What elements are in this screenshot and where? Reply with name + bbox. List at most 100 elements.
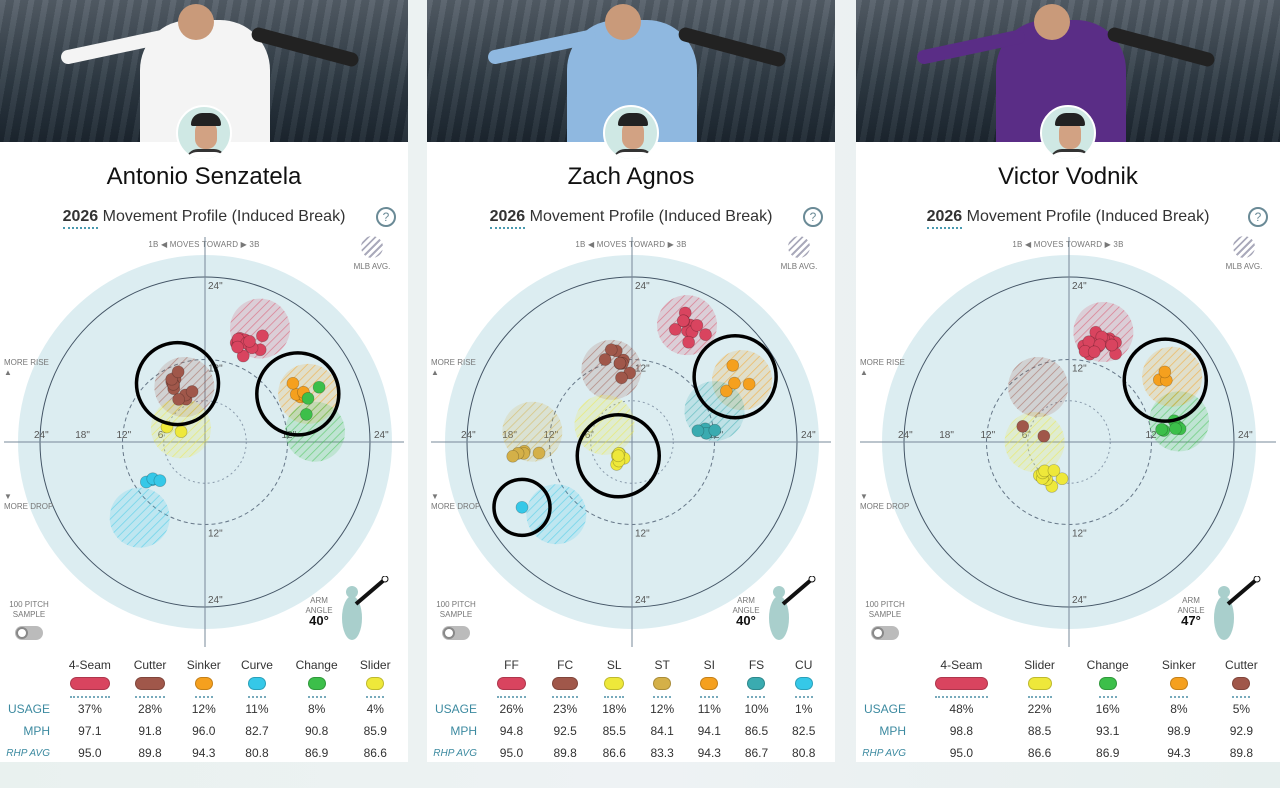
tick-top-24: 24" [1072,281,1087,292]
avatar-shirt [186,149,226,159]
pitch-dot-SL [1055,472,1069,486]
usage-underline [1098,676,1117,698]
title-year[interactable]: 2026 [62,208,99,229]
usage-value: 10% [744,702,769,716]
head [178,4,214,40]
usage-value: 16% [1095,702,1120,716]
title-text: Movement Profile (Induced Break) [98,208,346,225]
corner [4,676,56,698]
arm-angle-label: ARM ANGLE [305,596,333,615]
sample-toggle[interactable] [15,626,43,640]
mph-value: 85.9 [363,724,387,738]
usage-value: 26% [499,702,524,716]
drop-arrow-icon: ▼ [4,492,12,501]
pitch-dot-ST [532,446,546,460]
pitch-dot-FC [172,393,185,406]
rhp_avg-value: 94.3 [192,746,216,760]
mph-value: 86.5 [744,724,769,738]
tick-top-12: 12" [635,364,650,375]
more-rise-text: MORE RISE [860,358,905,367]
mph-value: 82.5 [792,724,816,738]
pitch-name: SI [703,658,715,672]
hatch-icon [788,236,810,258]
pitch-color-CU [247,676,266,690]
usage-underline [653,676,672,698]
corner [860,676,912,698]
rhp_avg-value: 83.3 [650,746,674,760]
avatar-cap [618,113,648,126]
rhp_avg-value: 86.9 [304,746,329,760]
mlb-avg-label: MLB AVG. [1225,262,1263,271]
corner [4,654,56,676]
pitch-color-cell [1068,676,1147,698]
pitch-name: Slider [1024,658,1055,672]
rhp_avg-value: 89.8 [1229,746,1254,760]
usage-underline [247,676,266,698]
pitch-dot-FF [1087,345,1101,359]
arm-angle-value: 40° [309,613,329,628]
pitch-dot-FC [604,343,618,357]
usage-label: USAGE [7,702,50,716]
sample-toggle[interactable] [871,626,899,640]
usage-value: 4% [366,702,384,716]
pitcher-photo [0,0,408,142]
avatar-cap [191,113,221,126]
usage-underline [1027,676,1052,698]
corner [860,654,912,676]
corner [431,654,483,676]
usage-value: 18% [602,702,627,716]
pitch-dot-CU [515,500,529,514]
rise-arrow-icon: ▲ [431,368,439,377]
pitch-dot-FF [243,335,256,348]
sample-toggle-group: 100 PITCH SAMPLE [433,600,479,640]
pitch-name: Sinker [186,658,221,672]
usage-underline [1232,676,1251,698]
rhp_avg-value: 89.8 [138,746,162,760]
rhp_avg-label: RHP AVG [862,747,906,759]
usage-value: 1% [795,702,813,716]
mph-value: 98.8 [949,724,974,738]
pitch-table: FF FC SL ST SI FS CU USAGE 26% 23% 18% 12% 11% 10% 1% M… [431,654,827,764]
pitch-color-SI [700,676,719,690]
header-row: 4-Seam Slider Change Sinker Cutter [860,654,1272,676]
pitch-color-cell [912,676,1011,698]
title-text: Movement Profile (Induced Break) [962,208,1210,225]
avatar-cap [1055,113,1085,126]
pitch-dot-CU [153,474,167,487]
pitch-name: FS [748,658,765,672]
mph-value: 96.0 [192,724,216,738]
sample-toggle[interactable] [442,626,470,640]
pitcher-name: Zach Agnos [567,163,695,190]
more-drop-label: ▼ MORE DROP [860,492,909,512]
arm-angle-figure [1206,575,1266,646]
help-icon[interactable]: ? [803,207,823,227]
tick-top-24: 24" [208,281,223,292]
drop-arrow-icon: ▼ [860,492,868,501]
tick-bottom-12: 12" [635,529,650,540]
color-row [860,676,1272,698]
mlb-avg-FC [581,339,642,400]
help-icon[interactable]: ? [376,207,396,227]
mph-row: MPH 98.8 88.5 93.1 98.9 92.9 [860,720,1272,742]
arm-angle-label: ARM ANGLE [732,596,760,615]
help-icon[interactable]: ? [1248,207,1268,227]
highlight-circle [692,333,778,420]
pitch-name: 4-Seam [68,658,111,672]
more-rise-text: MORE RISE [4,358,49,367]
usage-label: USAGE [863,702,906,716]
usage-value: 22% [1027,702,1052,716]
mph-value: 84.1 [650,724,674,738]
pitch-dot-FF [668,323,682,336]
pitch-color-cell [733,676,781,698]
highlight-circle [255,351,341,437]
title-year[interactable]: 2026 [926,208,963,229]
mlb-avg-SI [1142,346,1203,407]
title-year[interactable]: 2026 [489,208,526,229]
rise-arrow-icon: ▲ [4,368,12,377]
highlight-circle [1122,337,1208,423]
pitch-name: Cutter [1225,658,1258,672]
highlight-circle [575,413,661,499]
pitcher-panel: Victor Vodnik 2026 Movement Profile (Indu… [856,0,1280,762]
sample-label: 100 PITCH SAMPLE [865,600,905,619]
movement-card: 2026 Movement Profile (Induced Break)? 1B… [860,196,1276,760]
